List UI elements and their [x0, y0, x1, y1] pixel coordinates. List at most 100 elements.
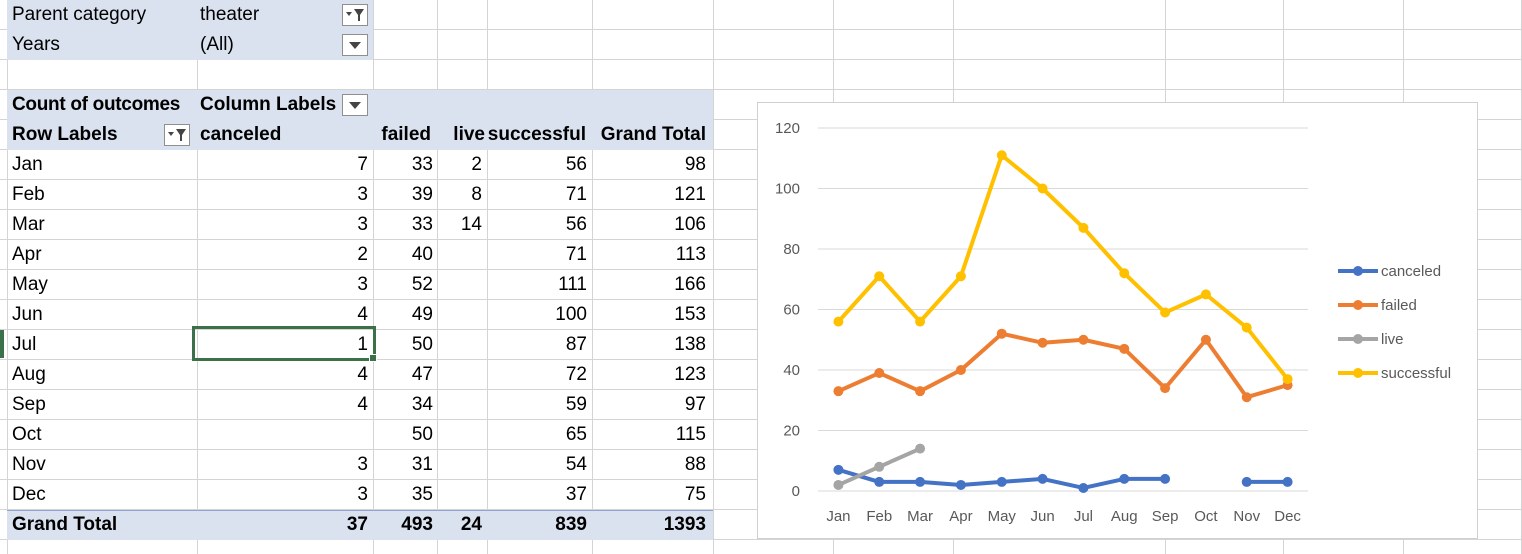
cell-successful[interactable]: 54	[565, 454, 587, 475]
cell-grand-total[interactable]: 115	[675, 424, 706, 445]
grand-total-live: 24	[460, 514, 482, 535]
cell-successful[interactable]: 65	[565, 424, 587, 445]
cell-live[interactable]: 2	[471, 154, 482, 175]
cell-canceled[interactable]: 4	[357, 394, 368, 415]
cell-successful[interactable]: 71	[565, 184, 587, 205]
cell-live[interactable]	[437, 240, 482, 270]
legend-label-canceled: canceled	[1381, 263, 1441, 280]
cell-failed[interactable]: 33	[411, 154, 433, 175]
column-gridline	[487, 0, 488, 554]
cell-grand-total[interactable]: 97	[684, 394, 706, 415]
cell-successful[interactable]: 56	[565, 214, 587, 235]
cell-canceled[interactable]: 3	[357, 484, 368, 505]
cell-canceled[interactable]: 3	[357, 454, 368, 475]
row-label[interactable]: Aug	[12, 364, 46, 385]
line-chart[interactable]: 0 20 40 60 80 100 120 Jan Feb Mar Apr May Jun Jul Aug S…	[757, 102, 1478, 539]
legend-marker-failed	[1353, 300, 1363, 310]
cell-live[interactable]	[437, 270, 482, 300]
cell-failed[interactable]: 33	[411, 214, 433, 235]
cell-canceled[interactable]: 2	[357, 244, 368, 265]
cell-grand-total[interactable]: 123	[674, 364, 706, 385]
cell-live[interactable]: 8	[471, 184, 482, 205]
row-label[interactable]: Mar	[12, 214, 45, 235]
cell-live[interactable]	[437, 360, 482, 390]
cell-failed[interactable]: 47	[411, 364, 433, 385]
cell-failed[interactable]: 39	[411, 184, 433, 205]
row-label[interactable]: Nov	[12, 454, 46, 475]
cell-successful[interactable]: 100	[555, 304, 587, 325]
data-point-successful	[833, 316, 844, 327]
cell-grand-total[interactable]: 153	[674, 304, 706, 325]
cell-canceled[interactable]: 3	[357, 274, 368, 295]
cell-grand-total[interactable]: 75	[684, 484, 706, 505]
y-tick-label: 0	[792, 483, 800, 500]
cell-failed[interactable]: 34	[411, 394, 433, 415]
row-label[interactable]: Jul	[12, 334, 37, 355]
cell-failed[interactable]: 52	[411, 274, 433, 295]
legend-label-successful: successful	[1381, 365, 1451, 382]
cell-successful[interactable]: 37	[565, 484, 587, 505]
cell-live[interactable]	[437, 330, 482, 360]
dropdown-arrow-icon[interactable]	[342, 34, 368, 56]
cell-successful[interactable]: 71	[565, 244, 587, 265]
cell-grand-total[interactable]: 106	[674, 214, 706, 235]
x-tick-label: May	[988, 508, 1017, 525]
cell-failed[interactable]: 50	[411, 334, 433, 355]
data-point-canceled	[955, 479, 966, 490]
cell-successful[interactable]: 56	[565, 154, 587, 175]
cell-live[interactable]	[437, 390, 482, 420]
filter-label-years: Years	[12, 34, 60, 55]
cell-canceled[interactable]: 3	[357, 184, 368, 205]
cell-grand-total[interactable]: 121	[674, 184, 706, 205]
cell-grand-total[interactable]: 88	[684, 454, 706, 475]
cell-failed[interactable]: 31	[411, 454, 433, 475]
cell-successful[interactable]: 111	[558, 274, 587, 295]
cell-canceled[interactable]: 4	[357, 304, 368, 325]
row-label[interactable]: Oct	[12, 424, 42, 445]
column-labels-dropdown-icon[interactable]	[342, 94, 368, 116]
cell-live[interactable]	[437, 480, 482, 510]
cell-grand-total[interactable]: 166	[674, 274, 706, 295]
cell-failed[interactable]: 40	[411, 244, 433, 265]
cell-canceled[interactable]: 4	[357, 364, 368, 385]
cell-grand-total[interactable]: 113	[675, 244, 706, 265]
cell-successful[interactable]: 59	[565, 394, 587, 415]
cell-successful[interactable]: 72	[565, 364, 587, 385]
cell-failed[interactable]: 49	[411, 304, 433, 325]
column-header-canceled: canceled	[200, 124, 282, 145]
row-label[interactable]: May	[12, 274, 48, 295]
cell-grand-total[interactable]: 138	[674, 334, 706, 355]
data-point-failed	[833, 386, 844, 397]
grand-total-failed: 493	[401, 514, 433, 535]
legend-marker-canceled	[1353, 266, 1363, 276]
data-point-live	[915, 443, 926, 454]
row-label[interactable]: Sep	[12, 394, 46, 415]
x-tick-label: Nov	[1233, 508, 1260, 525]
cell-live[interactable]: 14	[460, 214, 482, 235]
cell-grand-total[interactable]: 98	[684, 154, 706, 175]
cell-canceled[interactable]	[200, 420, 368, 450]
row-label[interactable]: Feb	[12, 184, 45, 205]
cell-live[interactable]	[437, 300, 482, 330]
data-point-failed	[1200, 334, 1211, 345]
row-label[interactable]: Apr	[12, 244, 42, 265]
cell-failed[interactable]: 35	[411, 484, 433, 505]
cell-canceled[interactable]: 3	[357, 214, 368, 235]
cell-canceled[interactable]: 1	[357, 334, 368, 355]
cell-live[interactable]	[437, 420, 482, 450]
cell-successful[interactable]: 87	[565, 334, 587, 355]
cell-live[interactable]	[437, 450, 482, 480]
fill-handle[interactable]	[369, 354, 377, 362]
active-cell-selection[interactable]	[192, 326, 376, 361]
x-tick-label: Jan	[826, 508, 850, 525]
filter-dropdown-icon[interactable]	[342, 4, 368, 26]
column-gridline	[373, 0, 374, 554]
data-point-canceled	[915, 476, 926, 487]
row-label[interactable]: Jun	[12, 304, 43, 325]
row-label[interactable]: Jan	[12, 154, 43, 175]
row-label[interactable]: Dec	[12, 484, 46, 505]
row-labels-filter-icon[interactable]	[164, 124, 190, 146]
x-tick-label: Jun	[1030, 508, 1054, 525]
cell-failed[interactable]: 50	[411, 424, 433, 445]
cell-canceled[interactable]: 7	[357, 154, 368, 175]
